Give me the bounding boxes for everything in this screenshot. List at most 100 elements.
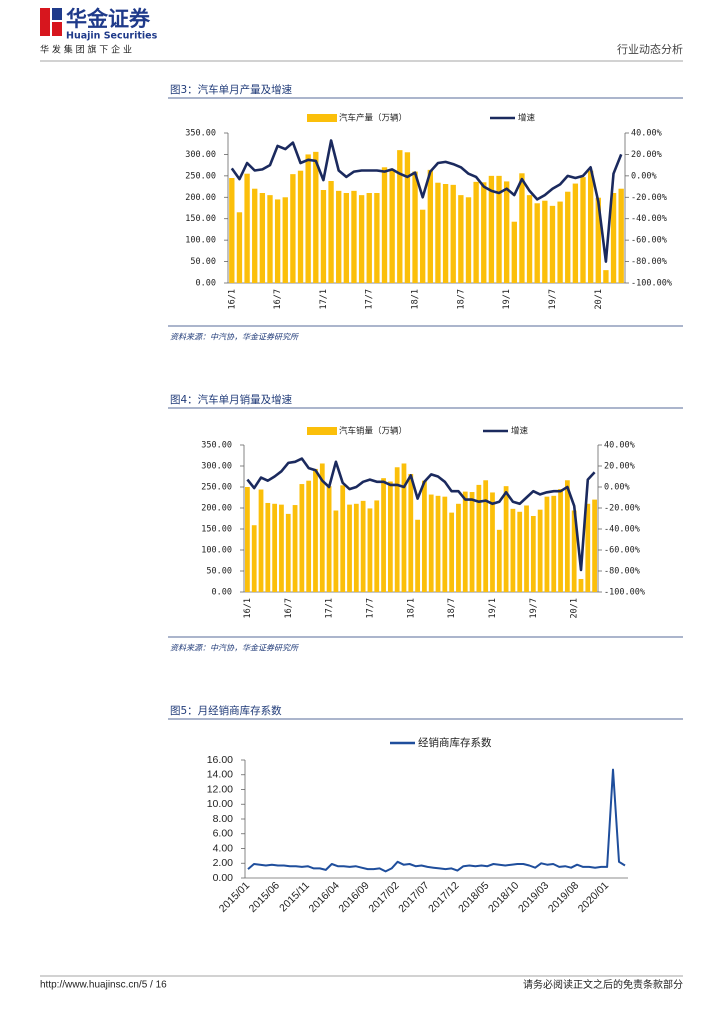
bar xyxy=(503,181,510,283)
x-tick-label: 19/7 xyxy=(529,598,539,618)
x-tick-label: 2015/06 xyxy=(247,879,282,914)
bar xyxy=(343,193,350,283)
bar xyxy=(292,505,298,592)
y2-tick-label: -100.00% xyxy=(631,279,672,289)
y-tick-label: 200.00 xyxy=(201,504,232,514)
bar xyxy=(483,480,489,592)
bar xyxy=(496,529,502,592)
bar xyxy=(282,197,288,283)
bar xyxy=(367,508,373,592)
x-tick-label: 20/1 xyxy=(570,598,580,618)
bar xyxy=(544,496,550,592)
bar xyxy=(394,467,400,592)
bar xyxy=(320,190,327,283)
x-tick-label: 18/1 xyxy=(406,598,416,618)
bar xyxy=(585,503,591,592)
y-tick-label: 350.00 xyxy=(201,441,232,451)
bar xyxy=(313,468,318,592)
x-tick-label: 17/1 xyxy=(319,289,329,309)
legend-label: 增速 xyxy=(518,113,536,124)
figure-caption: 图3：汽车单月产量及增速 xyxy=(170,83,293,96)
bar xyxy=(603,270,609,283)
bar xyxy=(412,171,418,283)
bar xyxy=(456,503,461,592)
bar xyxy=(422,480,427,592)
bar xyxy=(358,195,365,283)
y-tick-label: 250.00 xyxy=(185,171,216,181)
bar xyxy=(374,193,380,283)
bar xyxy=(558,489,563,592)
bar xyxy=(353,503,359,592)
x-tick-label: 2015/01 xyxy=(217,879,252,914)
bar xyxy=(519,173,525,283)
bar xyxy=(306,480,312,592)
bar xyxy=(488,175,495,283)
x-tick-label: 18/7 xyxy=(456,289,466,309)
y-tick-label: 50.00 xyxy=(206,567,232,577)
line xyxy=(230,139,623,263)
bar xyxy=(366,193,372,283)
bar xyxy=(274,199,281,283)
bar xyxy=(360,500,366,592)
line xyxy=(247,768,626,873)
x-tick-label: 18/7 xyxy=(447,598,457,618)
bar xyxy=(404,152,411,283)
bar xyxy=(326,486,332,592)
bar xyxy=(564,480,570,592)
footer-disclaimer: 请务必阅读正文之后的免责条款部分 xyxy=(523,978,683,991)
y-tick-label: 2.00 xyxy=(213,857,234,869)
x-tick-label: 2017/12 xyxy=(426,879,461,914)
logo-english: Huajin Securities xyxy=(66,31,158,42)
bar xyxy=(427,169,433,283)
bar xyxy=(442,184,449,283)
y2-tick-label: -100.00% xyxy=(604,588,645,598)
y-tick-label: 150.00 xyxy=(201,525,232,535)
y-tick-label: 8.00 xyxy=(213,813,234,825)
y2-tick-label: -80.00% xyxy=(604,567,640,577)
y2-tick-label: -20.00% xyxy=(631,193,667,203)
y-tick-label: 150.00 xyxy=(185,214,216,224)
x-tick-label: 2018/05 xyxy=(456,879,491,914)
x-tick-label: 2020/01 xyxy=(576,879,611,914)
source-note: 资料来源：中汽协，华金证券研究所 xyxy=(170,333,300,342)
x-tick-label: 2018/10 xyxy=(486,879,521,914)
bar xyxy=(258,489,264,592)
bar xyxy=(272,503,278,592)
bar xyxy=(572,183,579,283)
bar xyxy=(229,178,235,283)
bar xyxy=(252,188,258,283)
bar xyxy=(408,473,414,592)
report-type: 行业动态分析 xyxy=(617,42,683,56)
x-tick-label: 16/1 xyxy=(243,598,253,618)
bar xyxy=(549,205,556,283)
figure-caption: 图5：月经销商库存系数 xyxy=(170,704,282,717)
bar xyxy=(476,484,482,592)
bar xyxy=(245,487,250,592)
bar xyxy=(333,510,339,592)
x-tick-label: 17/7 xyxy=(365,598,375,618)
y2-tick-label: 40.00% xyxy=(604,441,635,451)
bar xyxy=(458,195,464,283)
bar xyxy=(530,515,536,592)
bar xyxy=(496,175,502,283)
bar xyxy=(592,499,597,592)
y-tick-label: 0.00 xyxy=(212,588,232,598)
x-tick-label: 2017/07 xyxy=(396,879,431,914)
x-tick-label: 2019/08 xyxy=(546,879,581,914)
bar xyxy=(313,151,319,283)
x-tick-label: 17/1 xyxy=(325,598,335,618)
x-tick-label: 2017/02 xyxy=(366,879,401,914)
bar xyxy=(537,509,543,592)
y-tick-label: 350.00 xyxy=(185,129,216,139)
x-tick-label: 19/1 xyxy=(502,289,512,309)
y-tick-label: 6.00 xyxy=(213,828,234,840)
bar xyxy=(462,491,468,592)
legend-label: 汽车销量（万辆） xyxy=(339,426,407,437)
bar xyxy=(578,578,584,592)
bar xyxy=(571,510,577,592)
bar xyxy=(473,181,479,283)
x-tick-label: 16/7 xyxy=(273,289,283,309)
x-tick-label: 2016/04 xyxy=(307,879,342,914)
y2-tick-label: -40.00% xyxy=(604,525,640,535)
bar xyxy=(297,170,304,283)
